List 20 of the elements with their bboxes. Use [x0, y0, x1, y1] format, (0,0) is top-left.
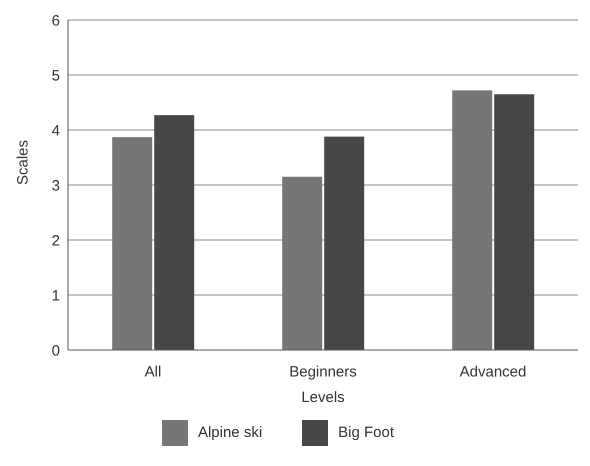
bar: [452, 90, 492, 350]
bar: [282, 176, 322, 350]
x-tick-label: Advanced: [460, 364, 526, 381]
y-axis-title: Scales: [14, 140, 32, 185]
x-axis-title: Levels: [301, 389, 345, 406]
x-tick-label: Beginners: [289, 364, 357, 381]
legend-label: Big Foot: [338, 424, 394, 441]
bar: [154, 115, 194, 350]
y-tick-label: 0: [52, 342, 60, 360]
y-tick-label: 4: [52, 122, 60, 140]
bar: [494, 94, 534, 350]
bar: [324, 136, 364, 350]
y-tick-label: 6: [52, 12, 60, 30]
legend-label: Alpine ski: [198, 424, 262, 441]
y-tick-label: 2: [52, 232, 60, 250]
y-tick-label: 1: [52, 287, 60, 304]
x-tick-label: All: [144, 364, 162, 381]
y-tick-label: 3: [52, 177, 60, 194]
bar: [112, 137, 152, 350]
y-tick-label: 5: [52, 67, 60, 84]
